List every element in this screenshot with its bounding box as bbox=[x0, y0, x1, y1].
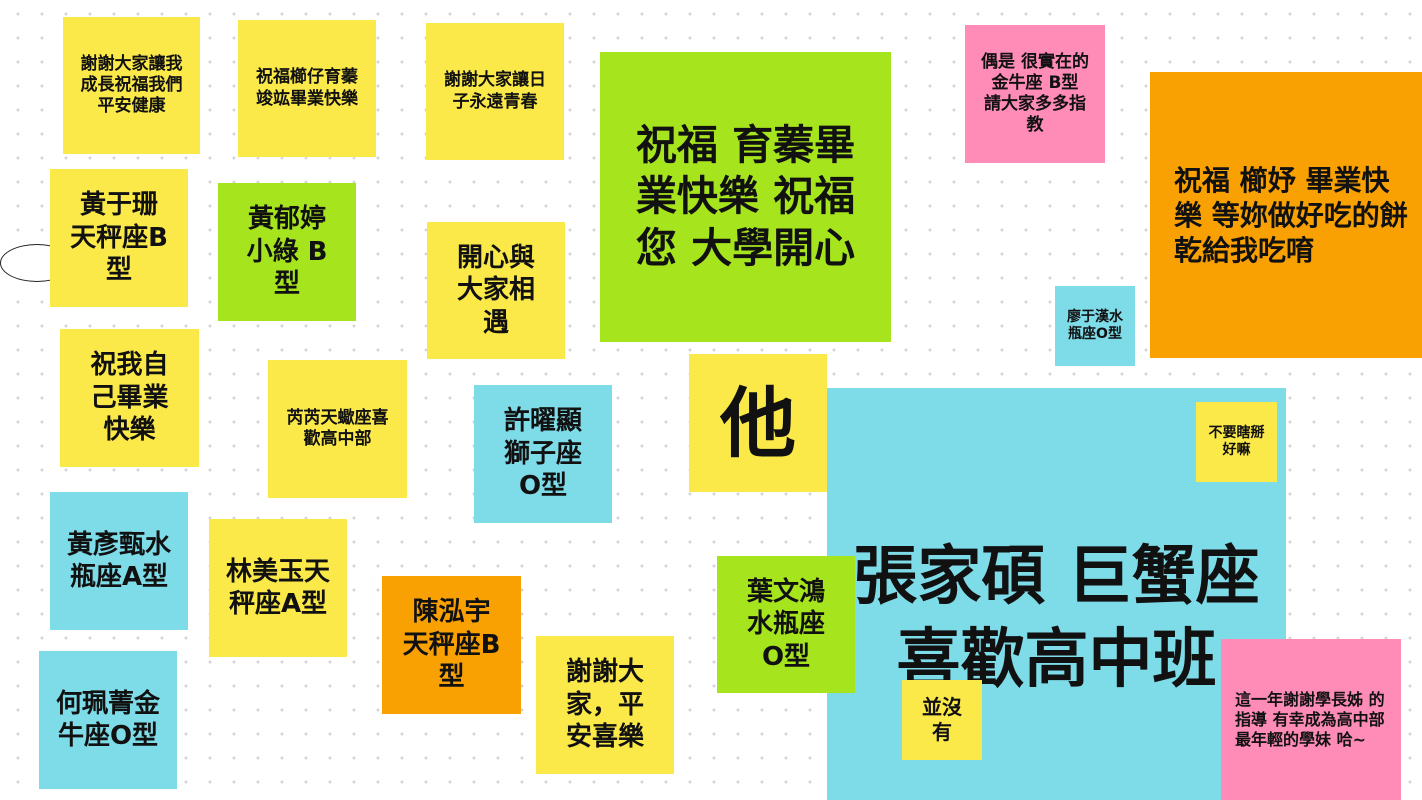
sticky-note[interactable]: 這一年謝謝學長姊 的指導 有幸成為高中部最年輕的學妹 哈~ bbox=[1221, 639, 1401, 800]
sticky-note-text: 開心與大家相遇 bbox=[456, 242, 535, 338]
sticky-note-text: 謝謝大家讓日子永遠青春 bbox=[444, 70, 546, 112]
sticky-note[interactable]: 芮芮天蠍座喜歡高中部 bbox=[268, 360, 407, 498]
sticky-note[interactable]: 許曜顯獅子座O型 bbox=[474, 385, 612, 523]
sticky-note[interactable]: 何珮菁金牛座O型 bbox=[39, 651, 177, 789]
sticky-note[interactable]: 黃郁婷小綠 B型 bbox=[218, 183, 356, 321]
sticky-note-text: 祝福櫛仔育蓁竣竑畢業快樂 bbox=[256, 67, 358, 109]
sticky-note-text: 並沒有 bbox=[922, 695, 962, 744]
sticky-note[interactable]: 並沒有 bbox=[902, 680, 982, 760]
sticky-note-text: 黃彥甄水瓶座A型 bbox=[66, 529, 171, 593]
sticky-note-text: 謝謝大家讓我成長祝福我們平安健康 bbox=[80, 53, 183, 117]
sticky-note-text: 他 bbox=[720, 378, 796, 468]
sticky-note[interactable]: 祝福櫛仔育蓁竣竑畢業快樂 bbox=[238, 20, 376, 157]
sticky-note[interactable]: 謝謝大家，平安喜樂 bbox=[536, 636, 674, 774]
sticky-note-text: 祝福 櫛妤 畢業快樂 等妳做好吃的餅乾給我吃唷 bbox=[1174, 163, 1408, 267]
sticky-note[interactable]: 祝福 櫛妤 畢業快樂 等妳做好吃的餅乾給我吃唷 bbox=[1150, 72, 1422, 358]
sticky-note[interactable]: 偶是 很實在的金牛座 B型 請大家多多指教 bbox=[965, 25, 1105, 163]
sticky-note-text: 祝福 育蓁畢業快樂 祝福您 大學開心 bbox=[635, 121, 856, 272]
sticky-note-text: 張家碩 巨蟹座 喜歡高中班 bbox=[853, 539, 1260, 697]
sticky-note[interactable]: 謝謝大家讓日子永遠青春 bbox=[426, 23, 564, 160]
sticky-note-text: 林美玉天秤座A型 bbox=[225, 556, 330, 620]
sticky-note[interactable]: 開心與大家相遇 bbox=[427, 222, 565, 359]
sticky-note-text: 芮芮天蠍座喜歡高中部 bbox=[286, 407, 389, 449]
sticky-note[interactable]: 黃彥甄水瓶座A型 bbox=[50, 492, 188, 630]
sticky-note-text: 不要瞎掰好嘛 bbox=[1208, 424, 1265, 459]
sticky-note[interactable]: 他 bbox=[689, 354, 827, 492]
sticky-note-text: 這一年謝謝學長姊 的指導 有幸成為高中部最年輕的學妹 哈~ bbox=[1235, 689, 1385, 749]
sticky-note-text: 祝我自己畢業快樂 bbox=[90, 350, 169, 446]
sticky-note[interactable]: 黃于珊天秤座B型 bbox=[50, 169, 188, 307]
sticky-note[interactable]: 祝我自己畢業快樂 bbox=[60, 329, 199, 467]
sticky-note-text: 何珮菁金牛座O型 bbox=[55, 688, 160, 752]
sticky-note[interactable]: 葉文鴻水瓶座O型 bbox=[717, 556, 855, 693]
sticky-note-text: 廖于漢水瓶座O型 bbox=[1067, 308, 1123, 343]
sticky-note[interactable]: 廖于漢水瓶座O型 bbox=[1055, 286, 1135, 366]
sticky-note[interactable]: 祝福 育蓁畢業快樂 祝福您 大學開心 bbox=[600, 52, 891, 342]
sticky-note-text: 許曜顯獅子座O型 bbox=[503, 406, 582, 502]
sticky-note-text: 謝謝大家，平安喜樂 bbox=[565, 657, 644, 753]
sticky-note-text: 黃郁婷小綠 B型 bbox=[246, 204, 328, 300]
sticky-note-text: 偶是 很實在的金牛座 B型 請大家多多指教 bbox=[981, 51, 1089, 136]
sticky-note[interactable]: 不要瞎掰好嘛 bbox=[1196, 402, 1277, 482]
sticky-note-text: 陳泓宇天秤座B型 bbox=[402, 597, 501, 693]
sticky-note[interactable]: 謝謝大家讓我成長祝福我們平安健康 bbox=[63, 17, 200, 154]
sticky-note-text: 黃于珊天秤座B型 bbox=[70, 190, 168, 286]
sticky-note-text: 葉文鴻水瓶座O型 bbox=[746, 576, 825, 672]
sticky-note[interactable]: 林美玉天秤座A型 bbox=[209, 519, 347, 657]
sticky-note[interactable]: 陳泓宇天秤座B型 bbox=[382, 576, 521, 714]
